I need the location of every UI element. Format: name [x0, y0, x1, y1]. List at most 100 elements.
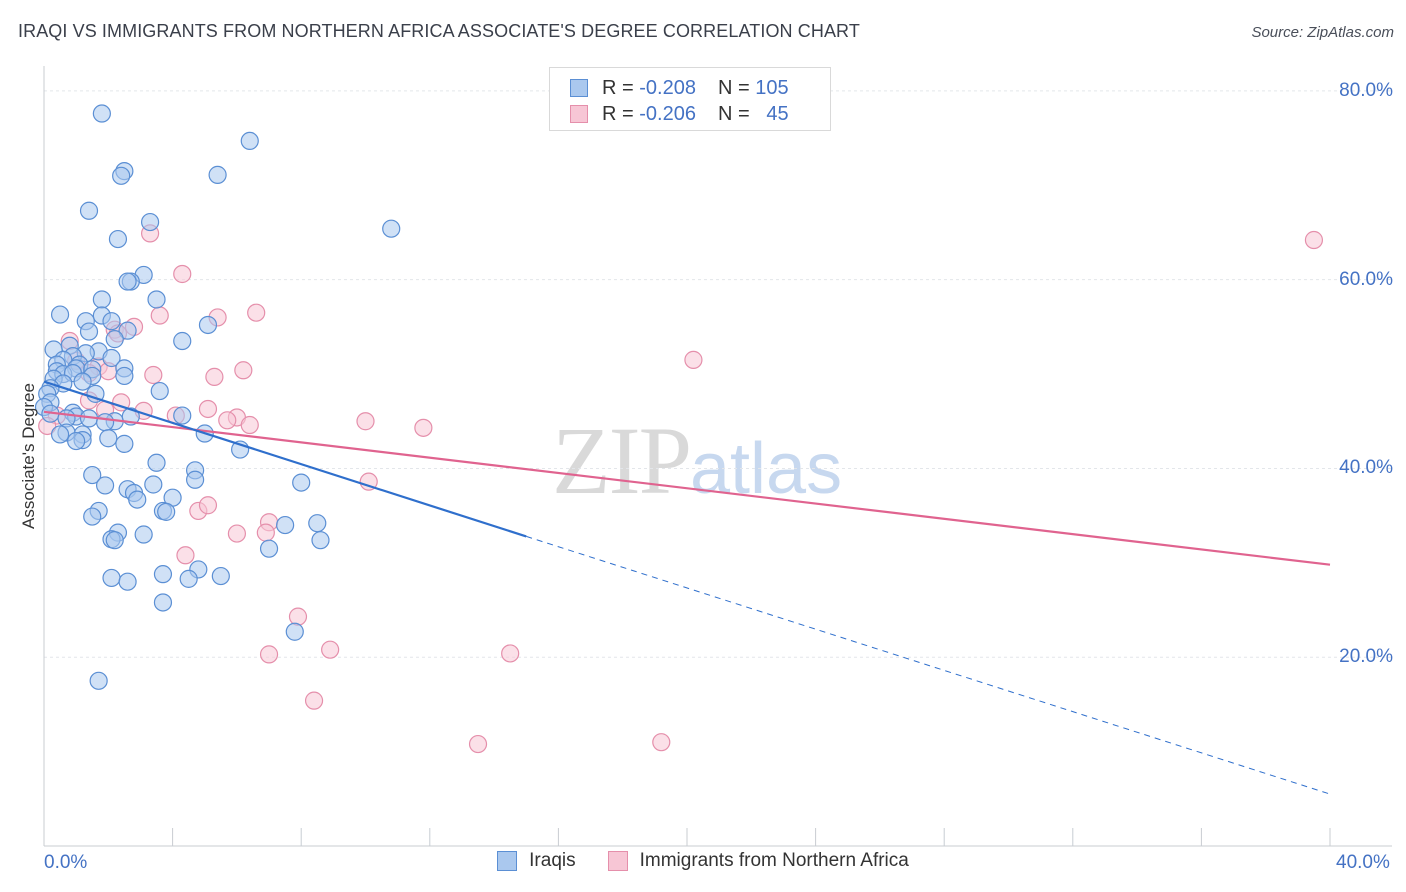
- data-point-iraqis: [292, 473, 311, 492]
- r-label: R =: [602, 76, 634, 99]
- watermark-atlas: atlas: [690, 429, 843, 509]
- axes: [43, 66, 1392, 847]
- data-point-iraqis: [83, 507, 102, 526]
- data-point-iraqis: [118, 321, 137, 340]
- y-tick-label: 20.0%: [1339, 646, 1393, 668]
- data-point-iraqis: [311, 531, 330, 550]
- data-point-iraqis: [108, 229, 128, 249]
- data-point-northern-africa: [198, 399, 218, 419]
- data-point-northern-africa: [256, 523, 275, 542]
- trend-line-northern-africa: [43, 410, 1331, 566]
- data-point-iraqis: [308, 514, 327, 533]
- n-label: N =: [717, 76, 750, 99]
- data-point-northern-africa: [288, 607, 308, 626]
- data-point-iraqis: [79, 201, 99, 220]
- data-point-northern-africa: [218, 411, 237, 430]
- data-point-iraqis: [140, 212, 160, 232]
- data-point-iraqis: [95, 476, 115, 495]
- n-label: N =: [717, 102, 750, 125]
- data-point-northern-africa: [234, 361, 253, 380]
- data-point-iraqis: [118, 272, 137, 291]
- data-point-northern-africa: [176, 546, 195, 565]
- data-point-iraqis: [173, 331, 192, 351]
- data-point-iraqis: [50, 425, 70, 444]
- data-point-iraqis: [173, 406, 192, 425]
- data-point-iraqis: [211, 566, 230, 586]
- data-point-iraqis: [285, 622, 304, 641]
- data-point-northern-africa: [468, 734, 488, 754]
- x-tick-max: 40.0%: [1336, 852, 1390, 873]
- legend-item-northern-africa[interactable]: Immigrants from Northern Africa: [607, 850, 909, 872]
- data-point-northern-africa: [227, 524, 246, 543]
- legend-swatch-iraqis: [497, 851, 518, 871]
- data-point-northern-africa: [173, 264, 192, 284]
- data-point-northern-africa: [652, 733, 671, 752]
- r-value: -0.208: [639, 76, 696, 99]
- legend-label-iraqis: Iraqis: [529, 850, 576, 871]
- data-point-northern-africa: [150, 306, 169, 325]
- data-point-northern-africa: [240, 415, 259, 435]
- data-point-northern-africa: [684, 350, 703, 369]
- y-tick-label: 60.0%: [1339, 268, 1393, 290]
- data-point-iraqis: [95, 413, 115, 432]
- r-value: -0.206: [639, 102, 696, 125]
- data-point-iraqis: [157, 502, 176, 521]
- legend-label-northern-africa: Immigrants from Northern Africa: [639, 850, 909, 871]
- data-point-iraqis: [134, 525, 153, 544]
- data-point-iraqis: [105, 330, 124, 349]
- data-point-iraqis: [86, 384, 105, 403]
- data-point-iraqis: [79, 322, 99, 341]
- data-point-iraqis: [147, 290, 166, 309]
- data-point-northern-africa: [501, 644, 520, 663]
- trend-line-iraqis: [43, 380, 527, 538]
- data-point-iraqis: [92, 290, 111, 309]
- data-point-northern-africa: [1304, 230, 1324, 250]
- legend-item-iraqis[interactable]: Iraqis: [497, 850, 576, 872]
- n-value: 105: [755, 76, 789, 99]
- data-point-iraqis: [105, 531, 124, 550]
- data-point-northern-africa: [356, 412, 375, 431]
- data-point-northern-africa: [144, 365, 163, 385]
- data-point-iraqis: [153, 565, 173, 584]
- n-value: 45: [766, 102, 789, 125]
- data-point-iraqis: [153, 593, 173, 612]
- watermark: ZIPatlas: [552, 405, 842, 516]
- legend-swatch-iraqis: [570, 79, 588, 97]
- series-iraqis-points: [34, 104, 401, 690]
- data-point-iraqis: [259, 539, 279, 558]
- data-point-iraqis: [102, 312, 121, 331]
- data-point-northern-africa: [414, 418, 433, 437]
- data-point-iraqis: [198, 315, 218, 335]
- y-tick-label: 80.0%: [1339, 79, 1393, 101]
- data-point-northern-africa: [247, 303, 266, 322]
- y-axis-label: Associate's Degree: [19, 383, 38, 529]
- legend-row-northern-africa: R = -0.206 N = 45: [570, 102, 789, 126]
- data-point-iraqis: [67, 431, 86, 451]
- data-point-northern-africa: [321, 640, 340, 659]
- data-point-iraqis: [50, 305, 70, 324]
- data-point-iraqis: [147, 453, 166, 472]
- chart-title: IRAQI VS IMMIGRANTS FROM NORTHERN AFRICA…: [18, 21, 860, 41]
- legend-row-iraqis: R = -0.208 N = 105: [570, 76, 789, 100]
- data-point-iraqis: [128, 490, 147, 509]
- source-credit: Source: ZipAtlas.com: [1251, 24, 1394, 41]
- data-point-northern-africa: [205, 367, 224, 386]
- data-point-iraqis: [83, 465, 102, 485]
- data-point-northern-africa: [359, 472, 378, 491]
- data-point-iraqis: [240, 131, 259, 151]
- data-point-northern-africa: [304, 691, 324, 710]
- trend-line-iraqis-projection: [526, 535, 1331, 795]
- data-point-iraqis: [112, 166, 131, 185]
- legend-swatch-northern-africa: [607, 851, 628, 871]
- watermark-zip: ZIP: [552, 407, 692, 514]
- data-point-iraqis: [144, 475, 163, 494]
- data-point-iraqis: [102, 568, 121, 588]
- data-point-northern-africa: [259, 645, 279, 664]
- data-point-iraqis: [89, 671, 108, 690]
- correlation-legend: R = -0.208 N = 105 R = -0.206 N = 45: [549, 67, 831, 131]
- data-point-iraqis: [115, 434, 134, 453]
- data-point-iraqis: [102, 348, 121, 368]
- legend-swatch-northern-africa: [570, 105, 588, 123]
- data-point-iraqis: [118, 572, 137, 591]
- x-tick-min: 0.0%: [44, 852, 88, 873]
